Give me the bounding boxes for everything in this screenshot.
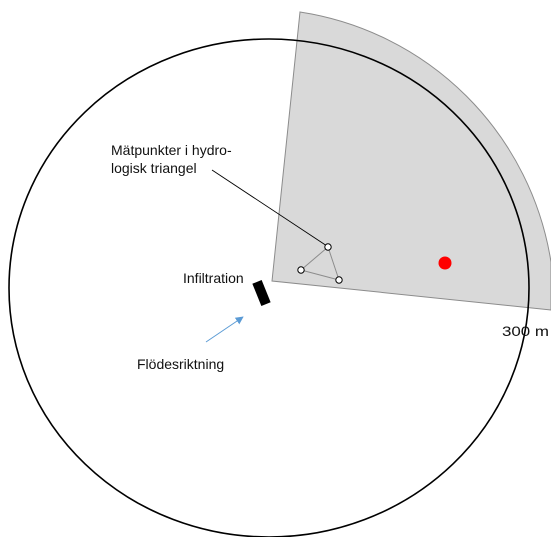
well-marker (438, 256, 452, 270)
measurement-points-label-line1: Mätpunkter i hydro- (111, 142, 232, 158)
radius-label: 300 m (502, 323, 549, 339)
measurement-point (335, 276, 343, 284)
measurement-point (297, 266, 305, 274)
influence-sector (271, 11, 551, 311)
infiltration-label: Infiltration (183, 270, 244, 286)
measurement-points-label-line2: logisk triangel (111, 160, 197, 176)
measurement-point (324, 243, 332, 251)
hydrological-triangle (299, 246, 340, 281)
flow-arrow (205, 316, 244, 343)
flow-direction-label: Flödesriktning (137, 356, 224, 372)
leader-line (211, 169, 328, 247)
radius-circle (8, 38, 530, 537)
infiltration-block (252, 280, 271, 306)
